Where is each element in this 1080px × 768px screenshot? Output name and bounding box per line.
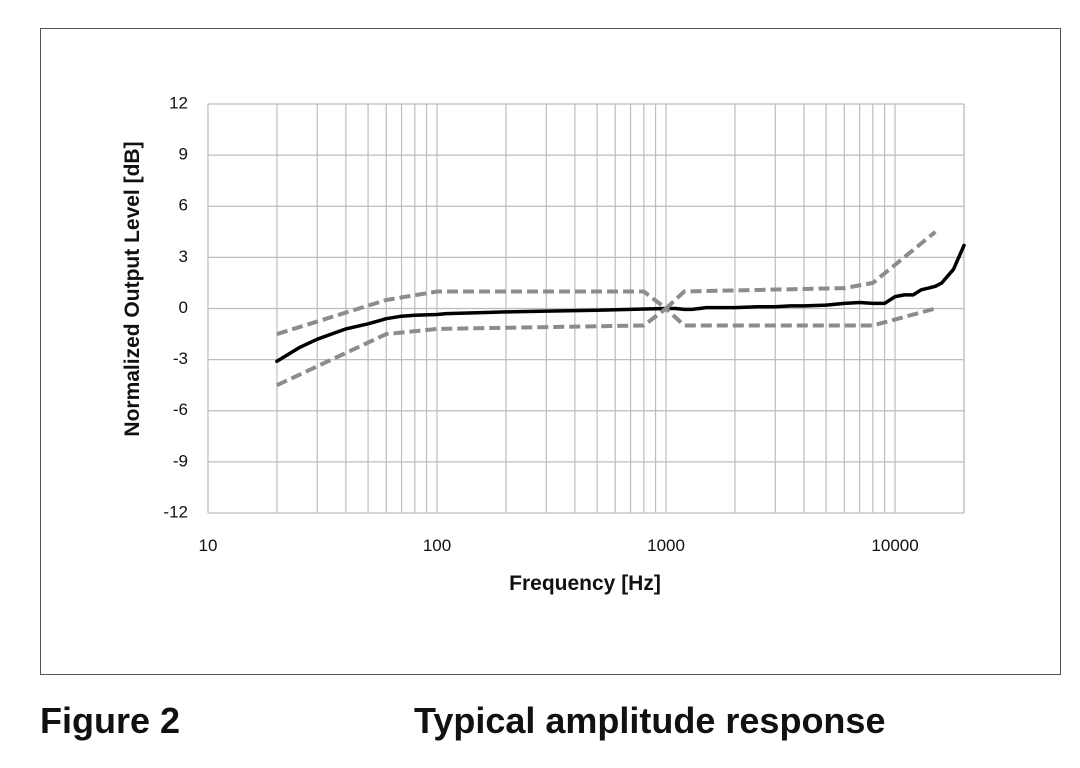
y-tick-label: -9 xyxy=(173,451,188,470)
y-axis-title: Normalized Output Level [dB] xyxy=(121,141,144,436)
chart-svg: 12 9 6 3 0 -3 -6 -9 -12 10 100 1000 10000 Frequency … xyxy=(121,93,966,595)
tick-labels: 12 9 6 3 0 -3 -6 -9 -12 10 100 1000 10000 xyxy=(163,93,918,555)
x-tick-label: 1000 xyxy=(647,536,685,555)
tolerance-line xyxy=(276,230,937,337)
x-tick-label: 10 xyxy=(199,536,218,555)
grid xyxy=(207,103,965,514)
x-tick-label: 10000 xyxy=(871,536,918,555)
figure-label: Figure 2 xyxy=(40,700,181,741)
y-tick-label: -6 xyxy=(173,400,188,419)
y-tick-label: 0 xyxy=(179,298,188,317)
y-tick-label: 12 xyxy=(169,93,188,112)
series-lines xyxy=(275,230,966,388)
response-line xyxy=(275,243,966,364)
y-tick-label: 6 xyxy=(179,196,188,215)
x-axis-title: Frequency [Hz] xyxy=(509,572,661,595)
y-tick-label: -3 xyxy=(173,349,188,368)
tolerance-line xyxy=(276,306,936,388)
x-tick-label: 100 xyxy=(423,536,451,555)
y-tick-label: -12 xyxy=(163,502,188,521)
y-tick-label: 9 xyxy=(179,145,188,164)
y-tick-label: 3 xyxy=(179,247,188,266)
chart-frame: 12 9 6 3 0 -3 -6 -9 -12 10 100 1000 10000 Frequency … xyxy=(40,28,1061,675)
figure-caption: Typical amplitude response xyxy=(414,700,886,741)
